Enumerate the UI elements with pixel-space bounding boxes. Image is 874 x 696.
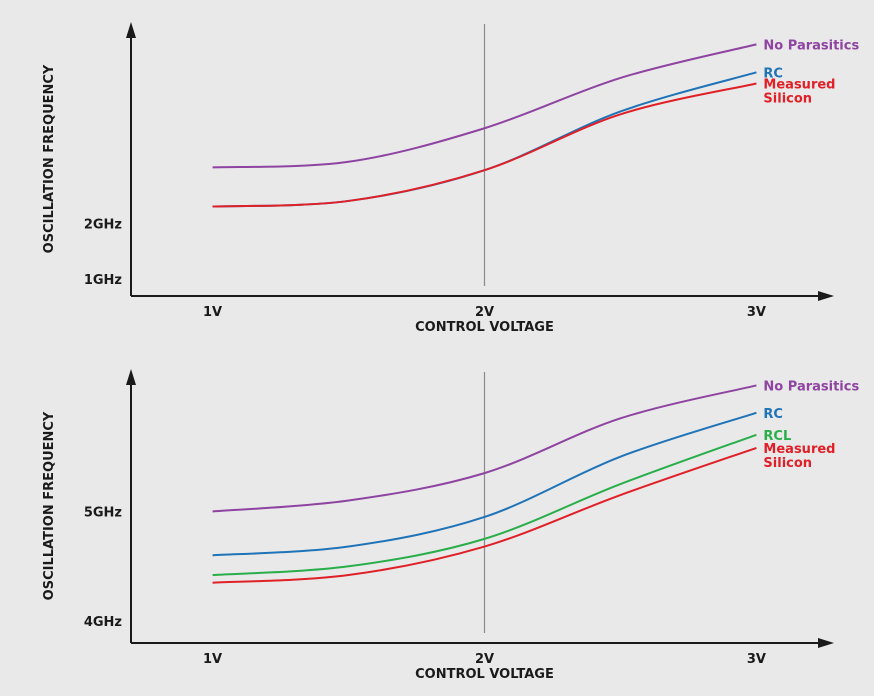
series-line-no-parasitics bbox=[212, 384, 757, 513]
series-label-rc: RC bbox=[763, 66, 783, 81]
x-tick-label: 1V bbox=[203, 305, 222, 320]
series-label-no-parasitics: No Parasitics bbox=[763, 38, 859, 53]
chart-1: 1GHz 2GHz 1V 2V 3V CONTROL VOLTAGE OSCILLATION… bbox=[42, 22, 859, 335]
series-label-line: Measured bbox=[763, 78, 835, 93]
x-axis-label: CONTROL VOLTAGE bbox=[415, 320, 554, 335]
y-tick-label: 1GHz bbox=[84, 273, 122, 288]
y-tick-label: 2GHz bbox=[84, 217, 122, 232]
series-label-line: Silicon bbox=[763, 456, 812, 471]
x-axis-label: CONTROL VOLTAGE bbox=[415, 667, 554, 682]
series-label-no-parasitics: No Parasitics bbox=[763, 379, 859, 394]
x-tick-label: 1V bbox=[203, 652, 222, 667]
series-line-measured-silicon bbox=[212, 446, 757, 584]
x-tick-label: 2V bbox=[475, 305, 494, 320]
series-label-line: RC bbox=[763, 407, 783, 422]
x-tick-label: 2V bbox=[475, 652, 494, 667]
series-label-measured-silicon: Measured Silicon bbox=[763, 442, 835, 471]
x-tick-label: 3V bbox=[747, 652, 766, 667]
series-label-line: No Parasitics bbox=[763, 379, 859, 394]
series-label-measured-silicon: Measured Silicon bbox=[763, 78, 835, 107]
chart-2: 4GHz 5GHz 1V 2V 3V CONTROL VOLTAGE OSCILLATION… bbox=[42, 369, 859, 682]
y-axis-label: OSCILLATION FREQUENCY bbox=[42, 411, 57, 600]
series-label-line: Silicon bbox=[763, 92, 812, 107]
series-line-rcl bbox=[212, 433, 757, 577]
y-tick-label: 4GHz bbox=[84, 615, 122, 630]
series-label-line: Measured bbox=[763, 442, 835, 457]
series-label-line: RCL bbox=[763, 429, 791, 444]
series-label-line: RC bbox=[763, 66, 783, 81]
series-label-rcl: RCL bbox=[763, 429, 791, 444]
x-tick-label: 3V bbox=[747, 305, 766, 320]
x-axis-arrow-icon bbox=[818, 291, 834, 301]
series-label-line: No Parasitics bbox=[763, 38, 859, 53]
series-line-no-parasitics bbox=[212, 43, 757, 169]
x-axis-arrow-icon bbox=[818, 638, 834, 648]
y-axis-label: OSCILLATION FREQUENCY bbox=[42, 64, 57, 253]
series-line-measured-silicon bbox=[212, 82, 757, 208]
y-axis-arrow-icon bbox=[126, 369, 136, 385]
series-line-rc bbox=[212, 411, 757, 557]
y-tick-label: 5GHz bbox=[84, 505, 122, 520]
y-axis-arrow-icon bbox=[126, 22, 136, 38]
series-label-rc: RC bbox=[763, 407, 783, 422]
